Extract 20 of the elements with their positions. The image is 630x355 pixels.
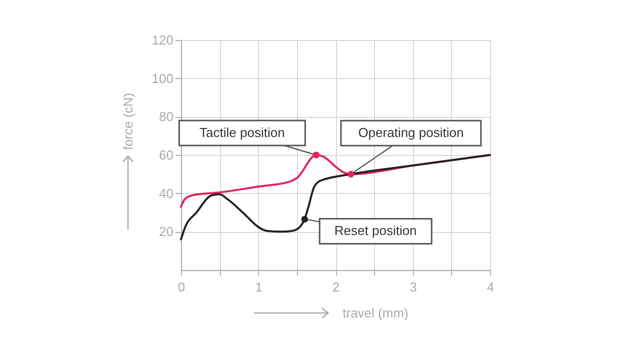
point <box>312 152 320 158</box>
x-tick-label: 0 <box>178 280 186 294</box>
x-tick-label: 4 <box>486 280 494 294</box>
x-tick-label: 2 <box>332 280 340 294</box>
line-series <box>180 154 491 240</box>
y-tick-label: 60 <box>159 148 174 162</box>
annotation: Operating position <box>358 125 464 140</box>
point <box>348 170 354 178</box>
annotation: Tactile position <box>200 125 285 140</box>
y-tick-label: 120 <box>152 32 174 48</box>
x-tick-label: 3 <box>410 280 417 294</box>
y-tick-label: 40 <box>159 186 174 201</box>
x-tick-label: 1 <box>255 280 262 294</box>
y-axis-title: force (cN) <box>120 92 136 150</box>
x-axis-title: travel (mm) <box>342 306 408 320</box>
y-tick-label: 20 <box>159 224 174 240</box>
point <box>301 216 308 223</box>
y-tick-label: 80 <box>159 109 174 124</box>
annotation: Reset position <box>334 223 417 238</box>
y-tick-label: 100 <box>152 70 174 86</box>
